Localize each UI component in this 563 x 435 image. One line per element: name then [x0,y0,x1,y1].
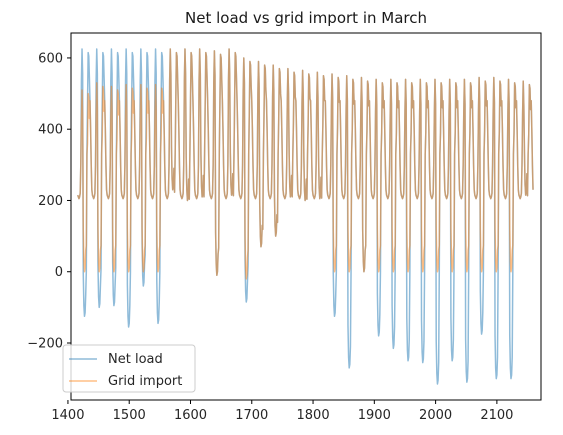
x-tick-label: 1400 [51,408,84,423]
y-axis: −200 0 200 400 600 [27,51,71,351]
x-tick-label: 1600 [174,408,207,423]
y-tick-label: 200 [38,194,63,209]
y-tick-label: −200 [27,336,63,351]
x-tick-label: 1700 [235,408,268,423]
y-tick-label: 0 [55,265,63,280]
chart-title: Net load vs grid import in March [185,9,427,27]
series-line-grid-import [77,48,534,280]
x-tick-label: 1800 [297,408,330,423]
x-tick-label: 2000 [419,408,452,423]
x-tick-label: 2100 [480,408,513,423]
plot-lines [77,48,534,385]
legend: Net load Grid import [62,344,196,393]
x-tick-label: 1500 [113,408,146,423]
y-tick-label: 400 [38,123,63,138]
legend-net-load-label: Net load [108,352,163,367]
y-tick-label: 600 [38,51,63,66]
x-axis: 1400 1500 1600 1700 1800 1900 2000 2100 [51,400,513,423]
x-tick-label: 1900 [358,408,391,423]
axes-frame [70,32,542,401]
legend-grid-import-label: Grid import [108,374,182,389]
